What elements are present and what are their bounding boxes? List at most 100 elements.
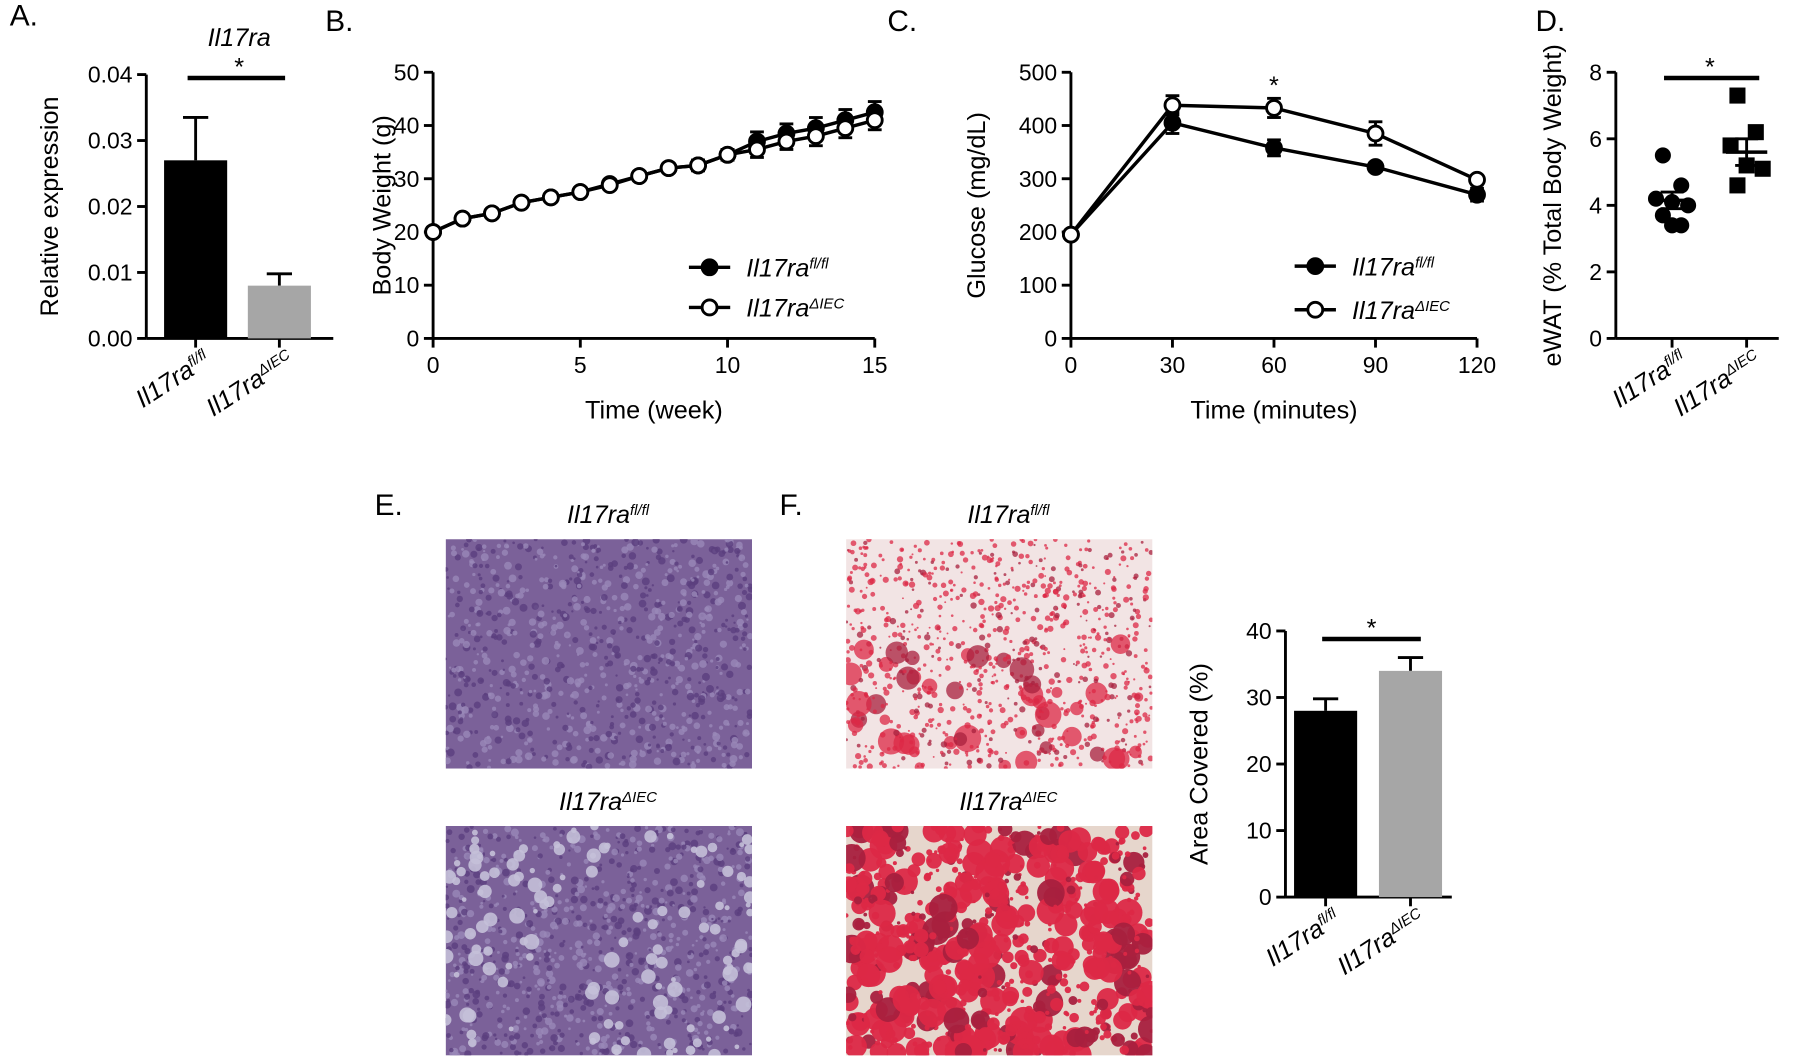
lipid-droplet: [879, 574, 882, 577]
gene-superscript: fl/fl: [1415, 255, 1435, 271]
cell: [574, 845, 582, 853]
lipid-droplet: [1089, 1010, 1095, 1016]
cell: [645, 562, 649, 566]
lipid-droplet: [860, 621, 863, 625]
lipid-droplet: [886, 611, 889, 615]
lipid-droplet: [996, 979, 1003, 986]
cell: [666, 889, 674, 897]
lipid-droplet: [1126, 677, 1129, 681]
cell: [616, 701, 623, 708]
cell: [537, 987, 540, 991]
lipid-droplet: [928, 871, 933, 876]
lipid-droplet: [1024, 645, 1030, 651]
cell: [447, 614, 451, 618]
y-tick-label: 500: [1019, 59, 1057, 85]
lipid-droplet: [990, 552, 995, 557]
cell: [588, 736, 594, 742]
lipid-droplet: [849, 570, 853, 574]
cell: [741, 589, 748, 596]
cell: [668, 842, 677, 851]
lipid-droplet: [950, 614, 954, 617]
y-tick-label: 0.03: [88, 128, 133, 154]
vacuole: [467, 1038, 477, 1048]
cell: [656, 744, 661, 749]
cell: [561, 539, 568, 547]
cell: [506, 834, 511, 840]
cell: [591, 548, 596, 553]
cell: [594, 965, 602, 973]
lipid-droplet: [979, 673, 984, 679]
cell: [455, 665, 462, 672]
lipid-droplet: [1136, 1044, 1153, 1056]
cell: [550, 1004, 554, 1009]
cell: [452, 639, 461, 647]
lipid-droplet: [1084, 1030, 1089, 1035]
lipid-droplet: [996, 626, 1003, 633]
lipid-droplet: [1041, 567, 1045, 571]
cell: [665, 1019, 671, 1025]
cell: [493, 724, 500, 731]
cell: [628, 937, 633, 942]
lipid-droplet: [879, 663, 883, 668]
lipid-droplet: [993, 571, 997, 575]
cell: [638, 1043, 642, 1048]
cell: [552, 927, 555, 930]
cell: [612, 645, 621, 654]
cell: [494, 1037, 498, 1041]
cell: [539, 930, 547, 938]
cell: [563, 1014, 567, 1018]
lipid-droplet: [1047, 957, 1053, 963]
cell: [680, 1010, 686, 1015]
cell: [483, 856, 490, 864]
cell: [624, 539, 629, 542]
lipid-droplet: [1130, 1032, 1138, 1040]
lipid-droplet: [885, 641, 908, 664]
cell: [479, 635, 483, 639]
error-bar: [1660, 190, 1684, 211]
cell: [619, 605, 625, 612]
cell: [738, 545, 743, 550]
cell: [472, 752, 479, 758]
point: [630, 167, 649, 185]
cell: [452, 889, 461, 898]
cell: [515, 755, 523, 764]
cell: [445, 704, 449, 710]
cell: [491, 711, 499, 719]
cell: [508, 574, 517, 583]
cell: [676, 605, 683, 612]
cell: [690, 839, 699, 848]
cell: [624, 838, 629, 843]
cell: [668, 638, 676, 645]
lipid-droplet: [966, 688, 969, 691]
cell: [703, 856, 711, 865]
point: [1163, 113, 1182, 132]
lipid-droplet: [1112, 577, 1117, 582]
lipid-droplet: [1043, 557, 1046, 560]
cell: [719, 671, 723, 675]
cell: [678, 564, 683, 569]
lipid-droplet: [1063, 648, 1066, 651]
lipid-droplet: [977, 593, 981, 597]
lipid-droplet: [908, 746, 920, 758]
lipid-droplet: [858, 546, 863, 551]
lipid-droplet: [1010, 831, 1022, 843]
cell: [451, 942, 459, 950]
lipid-droplet: [883, 689, 890, 696]
cell: [699, 621, 702, 625]
lipid-droplet: [924, 539, 930, 546]
lipid-droplet: [987, 722, 991, 726]
cell: [658, 704, 664, 711]
vacuole: [603, 1019, 614, 1029]
cell: [657, 1043, 661, 1047]
lipid-droplet: [1088, 667, 1093, 672]
cell: [457, 678, 462, 682]
cell: [499, 858, 504, 863]
lipid-droplet: [1015, 889, 1020, 894]
y-axis-label: Body Weight (g): [369, 115, 397, 295]
cell: [482, 1032, 490, 1040]
vacuole: [698, 922, 710, 933]
vacuole: [446, 906, 458, 919]
cell: [629, 711, 637, 718]
cell: [739, 883, 744, 888]
cell: [717, 917, 721, 921]
